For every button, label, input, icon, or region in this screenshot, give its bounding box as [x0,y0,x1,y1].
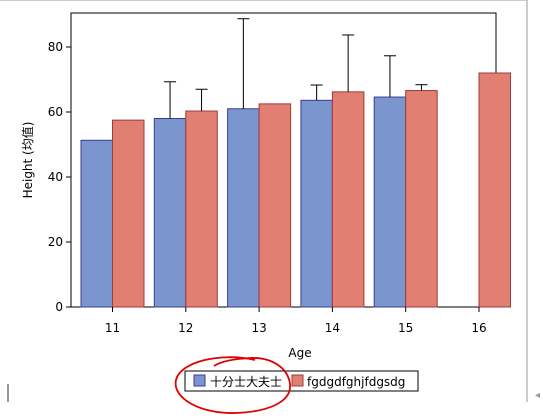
bar-series1-15 [373,96,407,308]
x-tick-label: 16 [471,321,486,335]
bar-series2-16 [478,72,511,308]
legend-swatch-2 [291,374,304,387]
bar-series2-12 [185,110,218,308]
y-tick-label: 20 [48,235,63,249]
error-bars-group [164,18,428,119]
legend-swatch-1 [193,374,206,387]
bar-series1-12 [153,118,187,308]
x-tick-label: 15 [398,321,413,335]
y-tick-label: 80 [48,40,63,54]
x-axis-title: Age [288,346,311,360]
bar-series1-14 [300,99,333,308]
x-tick-label: 12 [178,321,193,335]
red-annotation-circle [174,356,291,414]
bar-series1-13 [227,108,260,308]
x-tick-label: 14 [325,321,340,335]
x-axis: 11 12 13 14 15 16 [105,307,487,335]
bar-series2-15 [405,90,438,308]
bar-series2-14 [331,91,365,308]
y-axis: 0 20 40 60 80 [48,40,71,314]
bar-series2-11 [112,119,145,308]
y-tick-label: 40 [48,170,63,184]
x-tick-label: 11 [105,321,120,335]
y-tick-label: 60 [48,105,63,119]
legend: 十分士大夫士 fgdgdfghjfdgsdg [184,370,419,392]
bar-series1-11 [80,139,113,308]
legend-label-2: fgdgdfghjfdgsdg [307,375,405,389]
y-tick-label: 0 [55,300,63,314]
scroll-arrow-icon: ◂ [535,390,540,401]
bars-group [80,72,511,308]
legend-label-1: 十分士大夫士 [210,375,282,389]
y-axis-title: Height (均值) [20,122,35,199]
x-tick-label: 13 [251,321,266,335]
bar-series2-13 [258,103,292,308]
